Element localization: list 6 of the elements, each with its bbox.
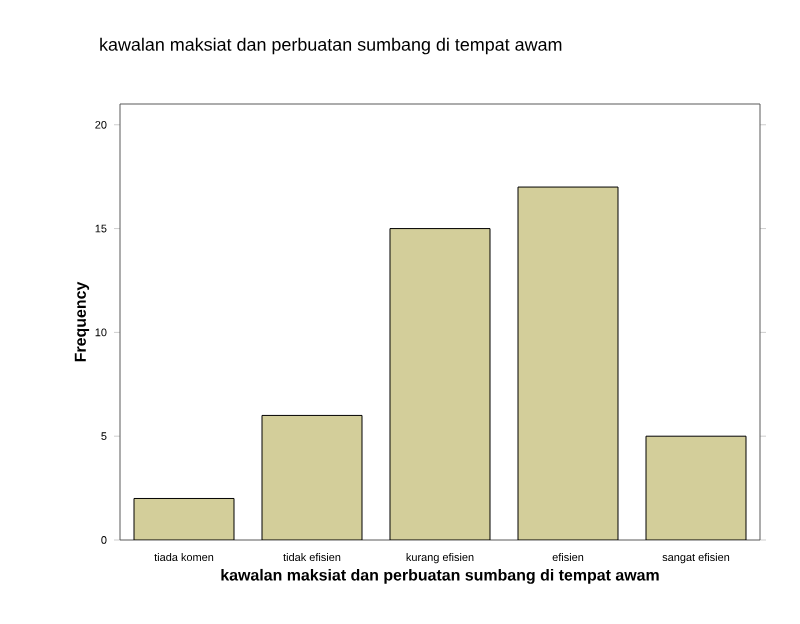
- chart-title: kawalan maksiat dan perbuatan sumbang di tempat awam: [100, 37, 562, 55]
- bar: [133, 497, 235, 540]
- bar: [645, 435, 747, 540]
- bar: [390, 228, 491, 540]
- bar: [261, 414, 363, 540]
- bar: [517, 186, 619, 540]
